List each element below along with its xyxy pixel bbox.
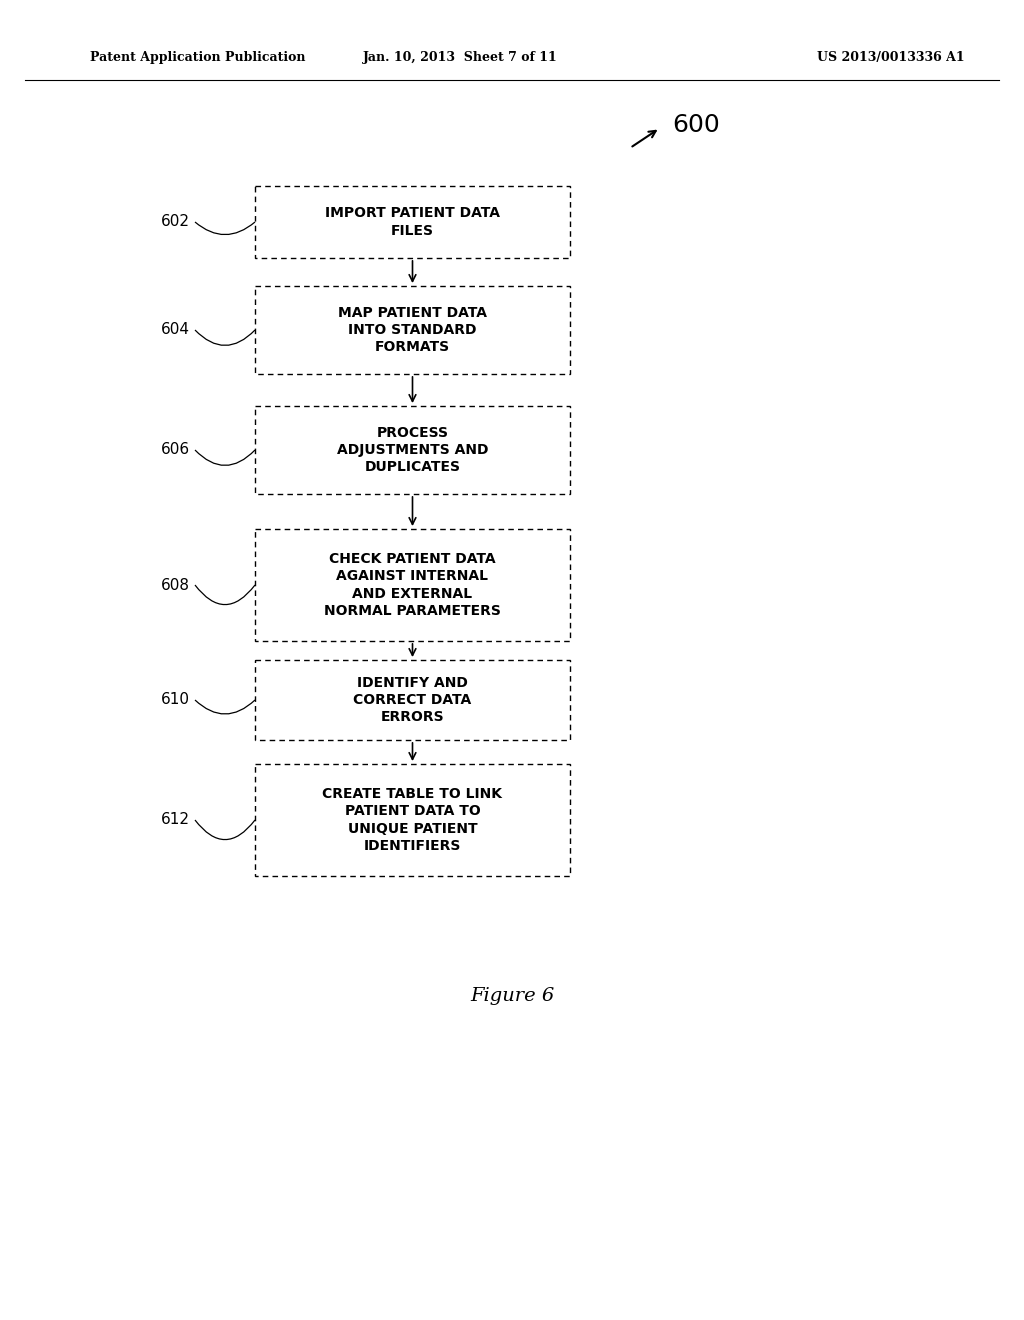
Text: CREATE TABLE TO LINK
PATIENT DATA TO
UNIQUE PATIENT
IDENTIFIERS: CREATE TABLE TO LINK PATIENT DATA TO UNI… bbox=[323, 787, 503, 853]
Text: US 2013/0013336 A1: US 2013/0013336 A1 bbox=[817, 51, 965, 65]
Text: 612: 612 bbox=[161, 813, 190, 828]
Bar bbox=[255, 186, 570, 257]
Bar bbox=[255, 407, 570, 494]
Text: IMPORT PATIENT DATA
FILES: IMPORT PATIENT DATA FILES bbox=[325, 206, 500, 238]
Text: IDENTIFY AND
CORRECT DATA
ERRORS: IDENTIFY AND CORRECT DATA ERRORS bbox=[353, 676, 472, 725]
Text: 606: 606 bbox=[161, 442, 190, 458]
Text: Patent Application Publication: Patent Application Publication bbox=[90, 51, 305, 65]
Bar bbox=[255, 286, 570, 374]
Text: 602: 602 bbox=[161, 214, 190, 230]
Text: Jan. 10, 2013  Sheet 7 of 11: Jan. 10, 2013 Sheet 7 of 11 bbox=[364, 51, 558, 65]
Bar bbox=[255, 660, 570, 741]
Bar bbox=[255, 764, 570, 876]
Text: 610: 610 bbox=[161, 693, 190, 708]
Text: 604: 604 bbox=[161, 322, 190, 338]
Text: PROCESS
ADJUSTMENTS AND
DUPLICATES: PROCESS ADJUSTMENTS AND DUPLICATES bbox=[337, 425, 488, 474]
Text: 608: 608 bbox=[161, 578, 190, 593]
Text: Figure 6: Figure 6 bbox=[470, 987, 554, 1005]
Text: 600: 600 bbox=[672, 114, 720, 137]
Text: MAP PATIENT DATA
INTO STANDARD
FORMATS: MAP PATIENT DATA INTO STANDARD FORMATS bbox=[338, 306, 487, 354]
Text: CHECK PATIENT DATA
AGAINST INTERNAL
AND EXTERNAL
NORMAL PARAMETERS: CHECK PATIENT DATA AGAINST INTERNAL AND … bbox=[324, 552, 501, 618]
Bar bbox=[255, 529, 570, 642]
